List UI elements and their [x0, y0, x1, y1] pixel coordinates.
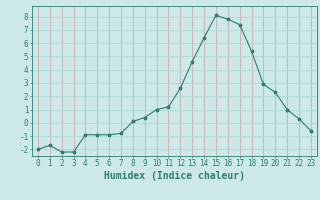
X-axis label: Humidex (Indice chaleur): Humidex (Indice chaleur)	[104, 171, 245, 181]
